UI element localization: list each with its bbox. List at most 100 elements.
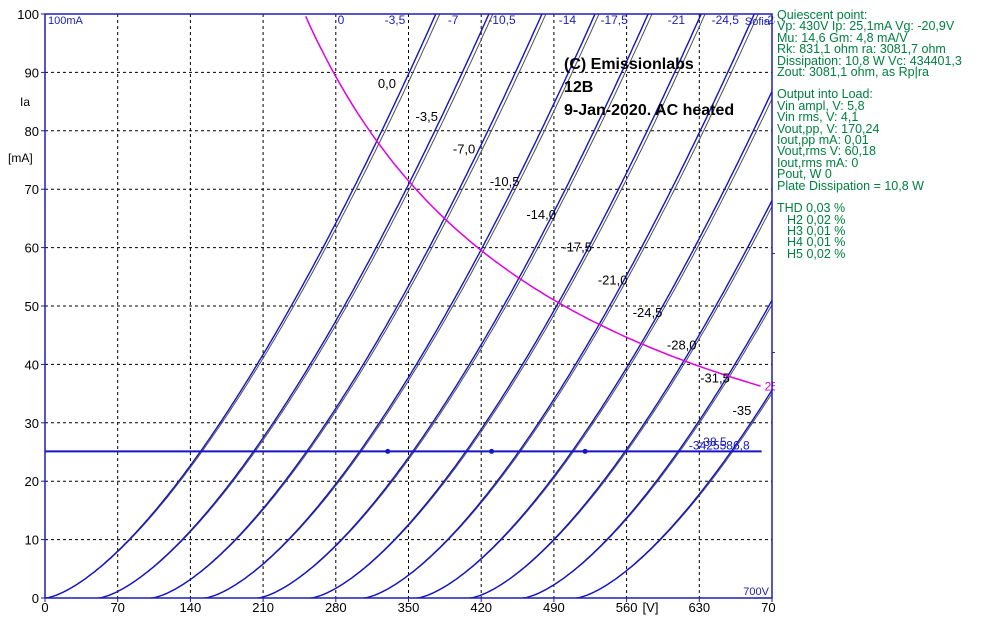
output-line: Vin ampl, V: 5,8 bbox=[777, 98, 865, 113]
y-tick-label: 90 bbox=[25, 65, 39, 80]
annotation-text: 12B bbox=[564, 79, 593, 96]
x-axis-label: [V] bbox=[643, 600, 659, 615]
bias-top-label: -7 bbox=[448, 13, 459, 27]
anode-curve bbox=[204, 14, 596, 598]
anode-curve bbox=[257, 14, 653, 598]
x-tick-label: 490 bbox=[543, 600, 565, 615]
curve-bias-label: -3,5 bbox=[416, 109, 438, 124]
x-tick-label: 280 bbox=[325, 600, 347, 615]
anode-curve bbox=[151, 14, 543, 598]
bias-top-label: -14 bbox=[559, 13, 577, 27]
y-tick-label: 70 bbox=[25, 182, 39, 197]
y-tick-label: 60 bbox=[25, 241, 39, 256]
thd-value: THD 0,03 % bbox=[777, 201, 846, 216]
y-axis-unit: [mA] bbox=[8, 151, 33, 165]
load-and-dissipation: 25 -3425586,8 bbox=[45, 15, 775, 454]
quiescent-point bbox=[582, 448, 588, 454]
output-line: Pout, W 0 bbox=[777, 167, 832, 182]
harmonic-value: H3 0,01 % bbox=[787, 223, 846, 238]
curve-bias-label: -28,0 bbox=[667, 338, 697, 353]
anode-curve bbox=[469, 198, 772, 598]
bias-top-label: 0 bbox=[338, 13, 345, 27]
x-tick-label: 70 bbox=[110, 600, 124, 615]
y-tick-label: 50 bbox=[25, 299, 39, 314]
y-tick-label: 30 bbox=[25, 416, 39, 431]
curve-bias-label: -31,5 bbox=[700, 370, 730, 385]
bias-top-label: -10,5 bbox=[488, 13, 516, 27]
quiescent-point bbox=[489, 448, 495, 454]
anode-curve bbox=[98, 14, 490, 598]
x-tick-label: 560 bbox=[616, 600, 638, 615]
anode-curve bbox=[204, 14, 600, 598]
x-tick-label: 630 bbox=[688, 600, 710, 615]
annotation-text: (C) Emissionlabs bbox=[564, 56, 694, 73]
corner-label: Sofia bbox=[745, 16, 771, 28]
curves bbox=[45, 14, 772, 598]
x-tick-label: 140 bbox=[180, 600, 202, 615]
quiescent-line: Rk: 831,1 ohm ra: 3081,7 ohm bbox=[777, 42, 946, 57]
curve-bias-label: -10,5 bbox=[490, 174, 520, 189]
curve-bias-label: -35 bbox=[733, 403, 752, 418]
x-tick-label: 210 bbox=[252, 600, 274, 615]
output-line: Iout,pp mA: 0,01 bbox=[777, 133, 869, 148]
output-line: Vin rms, V: 4,1 bbox=[777, 110, 859, 125]
y-max-label: 100mA bbox=[48, 15, 84, 27]
quiescent-point bbox=[385, 448, 391, 454]
grid bbox=[45, 14, 772, 598]
anode-curve bbox=[416, 89, 772, 598]
x-tick-label: 700 bbox=[761, 600, 775, 615]
harmonic-value: H4 0,01 % bbox=[787, 235, 846, 250]
dissipation-curve bbox=[305, 15, 761, 387]
curve-bias-label: -14,0 bbox=[526, 207, 556, 222]
output-title: Output into Load: bbox=[777, 87, 873, 102]
curve-bias-label: 0,0 bbox=[378, 76, 396, 91]
output-line: Vout,pp, V: 170,24 bbox=[777, 121, 880, 136]
x-tick-label: 0 bbox=[41, 600, 48, 615]
y-tick-label: 10 bbox=[25, 533, 39, 548]
bias-top-label: -28 bbox=[763, 13, 775, 27]
anode-curve bbox=[45, 14, 437, 598]
y-tick-label: 100 bbox=[17, 7, 39, 22]
anode-curve bbox=[151, 14, 547, 598]
plate-characteristics-chart: 25 -3425586,8 0 70 140 210 280 350 420 490 560 630… bbox=[8, 7, 775, 615]
results-panel: Quiescent point: Vp: 430V Ip: 25,1mA Vg:… bbox=[777, 8, 999, 261]
y-tick-label: 20 bbox=[25, 474, 39, 489]
load-line-label: -3425586,8 bbox=[689, 438, 750, 452]
anode-curve bbox=[363, 14, 755, 598]
curve-bias-label: -21,0 bbox=[598, 272, 628, 287]
bias-top-label: -21 bbox=[668, 13, 686, 27]
quiescent-line: Vp: 430V Ip: 25,1mA Vg: -20,9V bbox=[777, 19, 955, 34]
annotation-text: 9-Jan-2020. AC heated bbox=[564, 102, 734, 119]
bias-top-label: -24,5 bbox=[712, 13, 740, 27]
harmonic-value: H2 0,02 % bbox=[787, 212, 846, 227]
output-line: Vout,rms V: 60,18 bbox=[777, 144, 876, 159]
anode-curve bbox=[310, 14, 706, 598]
curve-bias-label: -7,0 bbox=[453, 141, 475, 156]
bias-side-label: -31,5 bbox=[772, 245, 775, 259]
dissipation-label: 25 bbox=[765, 379, 775, 393]
anode-curve bbox=[310, 14, 702, 598]
labels: [V] Ia [mA] 100mA 700V Sofia 0 -3,5 -7 -10,5 -14 -1… bbox=[8, 13, 775, 615]
y-tick-label: 0 bbox=[32, 591, 39, 606]
curve-bias-label: -24,5 bbox=[633, 305, 663, 320]
output-line: Plate Dissipation = 10,8 W bbox=[777, 178, 924, 193]
curve-bias-label: -17,5 bbox=[562, 240, 592, 255]
bias-top-label: -17,5 bbox=[600, 13, 628, 27]
anode-curve bbox=[257, 14, 649, 598]
anode-curve bbox=[575, 388, 772, 598]
x-tick-label: 350 bbox=[398, 600, 420, 615]
y-tick-label: 80 bbox=[25, 124, 39, 139]
quiescent-line: Mu: 14,6 Gm: 4,8 mA/V bbox=[777, 30, 908, 45]
output-line: Iout,rms mA: 0 bbox=[777, 155, 859, 170]
quiescent-line: Dissipation: 10,8 W Vc: 434401,3 bbox=[777, 53, 962, 68]
y-axis-label: Ia bbox=[20, 95, 30, 109]
harmonic-value: H5 0,02 % bbox=[787, 246, 846, 261]
bias-top-label: -3,5 bbox=[385, 13, 406, 27]
y-tick-label: 40 bbox=[25, 357, 39, 372]
anode-curve bbox=[98, 14, 494, 598]
bias-side-label: -38,5 bbox=[699, 435, 727, 449]
quiescent-title: Quiescent point: bbox=[777, 8, 868, 22]
anode-curve bbox=[416, 97, 772, 598]
quiescent-line: Zout: 3081,1 ohm, as Rp|ra bbox=[777, 65, 929, 80]
x-tick-label: 420 bbox=[470, 600, 492, 615]
